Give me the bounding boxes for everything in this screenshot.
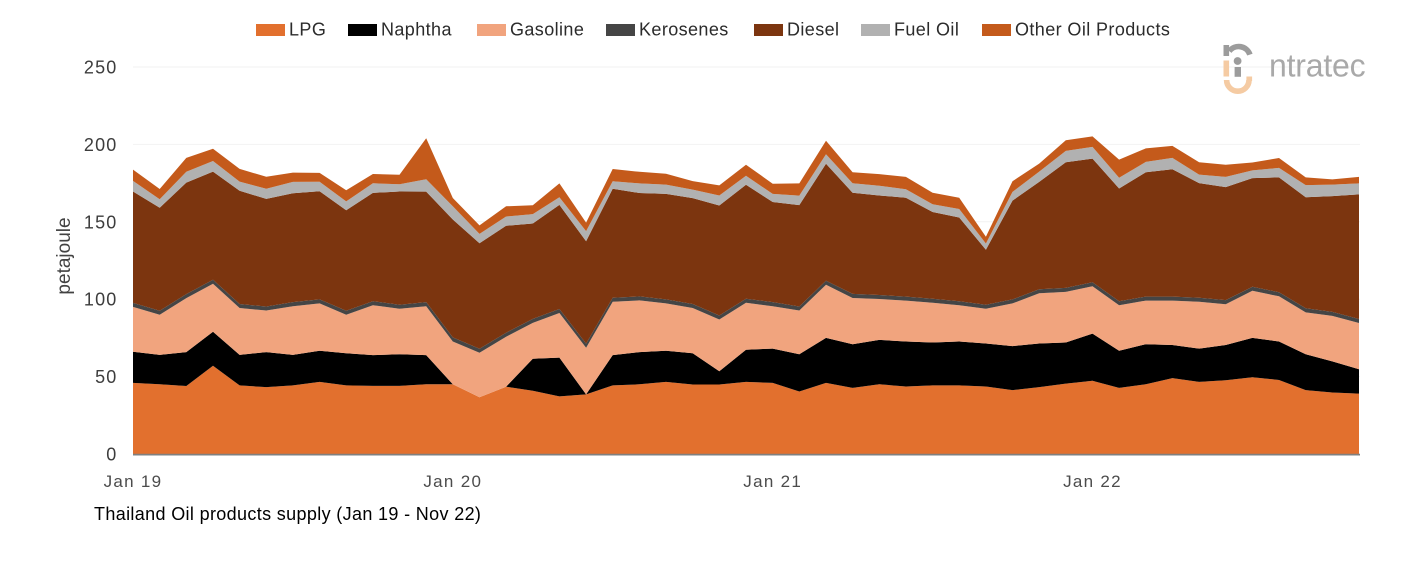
svg-text:Fuel Oil: Fuel Oil	[894, 20, 959, 40]
svg-text:Kerosenes: Kerosenes	[639, 20, 729, 40]
svg-text:0: 0	[106, 445, 117, 465]
svg-text:Thailand Oil products supply (: Thailand Oil products supply (Jan 19 - N…	[94, 504, 481, 524]
svg-text:100: 100	[84, 290, 118, 310]
svg-text:ntratec: ntratec	[1269, 48, 1366, 84]
svg-text:Other Oil Products: Other Oil Products	[1015, 20, 1170, 40]
svg-text:Jan 19: Jan 19	[104, 472, 163, 491]
svg-text:Jan 22: Jan 22	[1063, 472, 1122, 491]
svg-text:50: 50	[95, 367, 117, 387]
svg-text:petajoule: petajoule	[54, 217, 75, 294]
svg-text:Naphtha: Naphtha	[381, 20, 452, 40]
svg-text:Jan 20: Jan 20	[423, 472, 482, 491]
svg-text:LPG: LPG	[289, 20, 326, 40]
svg-text:150: 150	[84, 212, 118, 232]
svg-text:Diesel: Diesel	[787, 20, 839, 40]
svg-text:250: 250	[84, 58, 118, 78]
svg-text:200: 200	[84, 135, 118, 155]
svg-text:Jan 21: Jan 21	[743, 472, 802, 491]
svg-text:Gasoline: Gasoline	[510, 20, 584, 40]
